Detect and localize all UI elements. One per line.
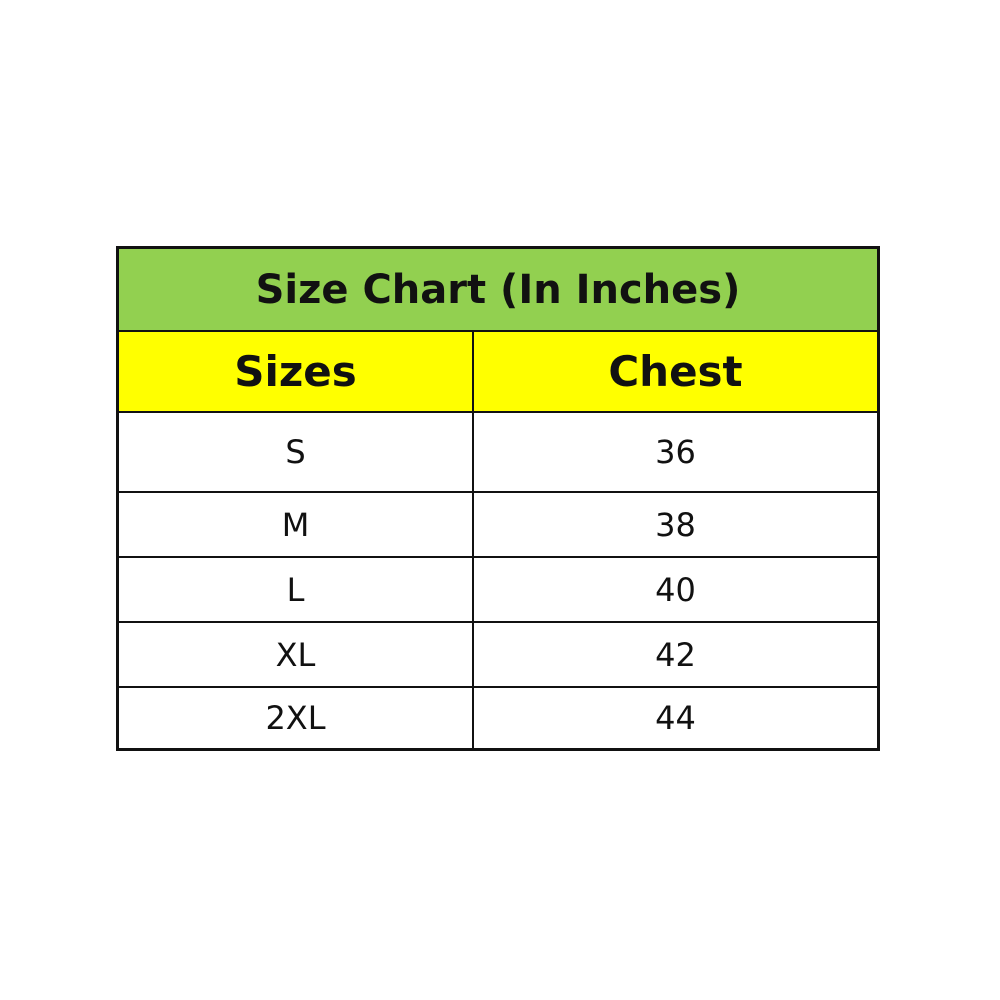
chest-cell: 36 xyxy=(655,433,696,471)
size-cell: S xyxy=(119,413,474,491)
table-row: S 36 xyxy=(119,411,877,491)
table-row: L 40 xyxy=(119,556,877,621)
chest-cell: 44 xyxy=(655,699,696,737)
chest-cell: 42 xyxy=(655,635,696,674)
table-row: XL 42 xyxy=(119,621,877,686)
size-cell: XL xyxy=(119,623,474,686)
column-header-chest: Chest xyxy=(608,347,743,396)
chest-cell: 38 xyxy=(655,505,696,544)
title-row: Size Chart (In Inches) xyxy=(119,249,877,330)
size-chart-table: Size Chart (In Inches) Sizes Chest S 36 … xyxy=(116,246,880,751)
column-header-sizes: Sizes xyxy=(119,332,474,411)
table-row: M 38 xyxy=(119,491,877,556)
table-row: 2XL 44 xyxy=(119,686,877,748)
table-title: Size Chart (In Inches) xyxy=(119,249,877,330)
size-cell: M xyxy=(119,493,474,556)
size-cell: 2XL xyxy=(119,688,474,748)
header-row: Sizes Chest xyxy=(119,330,877,411)
size-cell: L xyxy=(119,558,474,621)
chest-cell: 40 xyxy=(655,570,696,609)
